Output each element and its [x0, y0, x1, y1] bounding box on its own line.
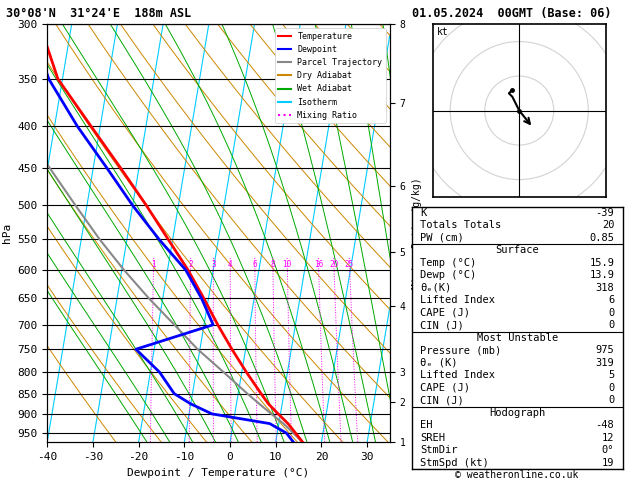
Text: Lifted Index: Lifted Index — [420, 295, 496, 305]
Text: CAPE (J): CAPE (J) — [420, 308, 470, 318]
X-axis label: Dewpoint / Temperature (°C): Dewpoint / Temperature (°C) — [128, 468, 309, 478]
Text: Most Unstable: Most Unstable — [477, 333, 558, 343]
Text: K: K — [420, 208, 426, 218]
Text: 13.9: 13.9 — [589, 270, 615, 280]
Text: θₑ (K): θₑ (K) — [420, 358, 458, 368]
Text: PW (cm): PW (cm) — [420, 233, 464, 243]
Text: Pressure (mb): Pressure (mb) — [420, 346, 502, 355]
Text: 0: 0 — [608, 320, 615, 330]
Text: 12: 12 — [602, 433, 615, 443]
Text: 8: 8 — [270, 260, 275, 269]
Text: -48: -48 — [596, 420, 615, 431]
Text: Surface: Surface — [496, 245, 539, 255]
Text: 2: 2 — [189, 260, 193, 269]
Text: Lifted Index: Lifted Index — [420, 370, 496, 381]
Text: Temp (°C): Temp (°C) — [420, 258, 477, 268]
Text: 0: 0 — [608, 308, 615, 318]
Text: CIN (J): CIN (J) — [420, 320, 464, 330]
Text: LCL: LCL — [452, 431, 467, 439]
Text: 0.85: 0.85 — [589, 233, 615, 243]
Text: Hodograph: Hodograph — [489, 408, 545, 418]
Text: 20: 20 — [602, 220, 615, 230]
Text: StmSpd (kt): StmSpd (kt) — [420, 458, 489, 468]
Text: 16: 16 — [314, 260, 323, 269]
Text: 319: 319 — [596, 358, 615, 368]
Text: 10: 10 — [282, 260, 292, 269]
Text: 6: 6 — [608, 295, 615, 305]
Text: Mixing Ratio (g/kg): Mixing Ratio (g/kg) — [413, 177, 423, 289]
Text: CAPE (J): CAPE (J) — [420, 383, 470, 393]
Text: SREH: SREH — [420, 433, 445, 443]
Text: 25: 25 — [345, 260, 354, 269]
Legend: Temperature, Dewpoint, Parcel Trajectory, Dry Adiabat, Wet Adiabat, Isotherm, Mi: Temperature, Dewpoint, Parcel Trajectory… — [275, 29, 386, 123]
Text: EH: EH — [420, 420, 433, 431]
Text: StmDir: StmDir — [420, 446, 458, 455]
Text: 15.9: 15.9 — [589, 258, 615, 268]
Text: 3: 3 — [211, 260, 216, 269]
Text: -39: -39 — [596, 208, 615, 218]
Y-axis label: hPa: hPa — [2, 223, 12, 243]
Text: 0: 0 — [608, 383, 615, 393]
Text: θₑ(K): θₑ(K) — [420, 283, 452, 293]
Text: 30°08'N  31°24'E  188m ASL: 30°08'N 31°24'E 188m ASL — [6, 7, 192, 20]
Text: 20: 20 — [329, 260, 338, 269]
Text: 01.05.2024  00GMT (Base: 06): 01.05.2024 00GMT (Base: 06) — [412, 7, 611, 20]
Text: 1: 1 — [152, 260, 156, 269]
Text: 0°: 0° — [602, 446, 615, 455]
Text: CIN (J): CIN (J) — [420, 396, 464, 405]
Text: Totals Totals: Totals Totals — [420, 220, 502, 230]
Text: 318: 318 — [596, 283, 615, 293]
Text: Dewp (°C): Dewp (°C) — [420, 270, 477, 280]
Text: 5: 5 — [608, 370, 615, 381]
Text: kt: kt — [437, 27, 448, 36]
Text: 0: 0 — [608, 396, 615, 405]
Text: 4: 4 — [228, 260, 233, 269]
Text: 975: 975 — [596, 346, 615, 355]
Text: © weatheronline.co.uk: © weatheronline.co.uk — [455, 470, 579, 480]
Text: 6: 6 — [252, 260, 257, 269]
Y-axis label: km
ASL: km ASL — [422, 233, 440, 255]
Text: 19: 19 — [602, 458, 615, 468]
